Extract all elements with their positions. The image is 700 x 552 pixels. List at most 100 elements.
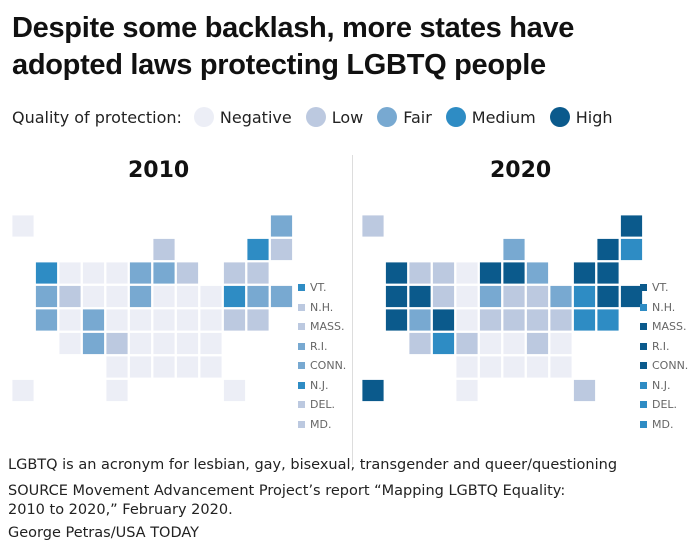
state-mt (432, 261, 455, 285)
state-nv (408, 285, 432, 308)
legend-item-label: High (575, 107, 613, 127)
small-state-swatch (640, 401, 647, 409)
state-al (176, 355, 199, 379)
state-de (596, 308, 620, 332)
state-la (129, 355, 152, 379)
legend-item-low: Low (305, 107, 364, 127)
state-ca (35, 308, 58, 332)
state-sc (549, 332, 573, 355)
state-ok (455, 355, 479, 379)
definition-note: LGBTQ is an acronym for lesbian, gay, bi… (8, 457, 618, 473)
state-az (408, 332, 432, 355)
small-state-item: MD. (640, 415, 688, 435)
state-nj (573, 285, 596, 308)
state-ne (105, 308, 129, 332)
state-ms (502, 355, 526, 379)
small-state-label: VT. (652, 281, 669, 295)
small-state-item: MD. (298, 415, 346, 435)
state-tn (152, 332, 176, 355)
small-state-label: DEL. (652, 398, 678, 412)
small-state-swatch (298, 420, 305, 428)
state-nh (620, 238, 643, 261)
small-state-label: N.J. (310, 378, 329, 392)
small-state-label: R.I. (310, 339, 328, 353)
state-nm (432, 332, 455, 355)
state-ks (105, 332, 129, 355)
state-sc (199, 332, 223, 355)
small-state-item: CONN. (298, 356, 346, 376)
state-nc (176, 332, 199, 355)
state-ia (479, 285, 502, 308)
small-state-swatch (298, 323, 305, 331)
state-pa (199, 285, 223, 308)
credit: George Petras/USA TODAY (8, 525, 200, 541)
small-state-item: MASS. (298, 317, 346, 337)
state-ne (455, 308, 479, 332)
state-mi (526, 261, 549, 285)
small-state-label: CONN. (652, 359, 689, 373)
state-wi (152, 238, 176, 261)
small-state-swatch (640, 381, 647, 389)
state-nc (526, 332, 549, 355)
small-state-label: MD. (652, 417, 674, 431)
small-state-swatch (298, 342, 305, 350)
state-ca (385, 308, 408, 332)
state-co (82, 308, 105, 332)
state-ks (455, 332, 479, 355)
state-ut (58, 308, 82, 332)
source-note: SOURCE Movement Advancement Project’s re… (8, 483, 566, 518)
state-id (408, 261, 432, 285)
state-nv (58, 285, 82, 308)
small-state-label: R.I. (652, 339, 670, 353)
state-sd (105, 285, 129, 308)
state-mt (82, 261, 105, 285)
state-id (58, 261, 82, 285)
legend-label: Quality of protection: (12, 107, 182, 127)
small-state-label: CONN. (310, 359, 347, 373)
state-ms (152, 355, 176, 379)
small-state-swatch (640, 323, 647, 331)
small-state-swatch (640, 420, 647, 428)
state-al (526, 355, 549, 379)
state-nm (82, 332, 105, 355)
state-md (573, 308, 596, 332)
state-mn (479, 261, 502, 285)
small-state-item: VT. (640, 278, 688, 298)
small-state-swatch (298, 303, 305, 311)
legend-swatch (377, 107, 398, 127)
legend-swatch (445, 107, 466, 127)
small-state-swatch (640, 284, 647, 292)
legend-swatch (193, 107, 214, 127)
legend-swatch (305, 107, 326, 127)
state-wy (432, 285, 455, 308)
small-state-label: DEL. (310, 398, 336, 412)
state-ky (502, 308, 526, 332)
state-or (385, 285, 408, 308)
state-de (246, 308, 270, 332)
state-or (35, 285, 58, 308)
state-oh (526, 285, 549, 308)
state-ct (596, 285, 620, 308)
state-mi (176, 261, 199, 285)
small-state-item: MASS. (640, 317, 688, 337)
legend-item-label: Medium (471, 107, 536, 127)
divider (352, 155, 353, 465)
state-ny (223, 261, 246, 285)
legend-item-medium: Medium (445, 107, 536, 127)
state-hi (11, 379, 35, 402)
small-state-item: N.J. (298, 376, 346, 396)
state-in (502, 285, 526, 308)
state-ri (270, 285, 293, 308)
legend-item-label: Low (331, 107, 364, 127)
state-nh (270, 238, 293, 261)
small-state-item: N.H. (298, 298, 346, 318)
state-in (152, 285, 176, 308)
small-state-swatch (640, 303, 647, 311)
state-wy (82, 285, 105, 308)
legend-item-fair: Fair (377, 107, 432, 127)
state-nd (455, 261, 479, 285)
small-state-label: N.H. (310, 300, 334, 314)
legend: Quality of protection: Negative Low Fair Me… (12, 107, 627, 127)
state-ga (199, 355, 223, 379)
year-label-2020: 2020 (490, 158, 552, 183)
